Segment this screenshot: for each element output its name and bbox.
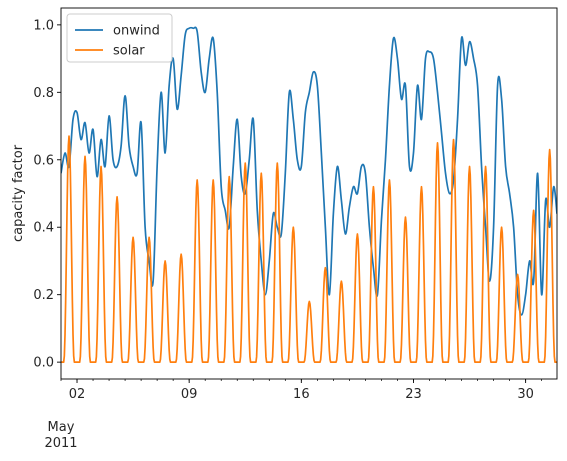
x-tick-label: 30 (517, 387, 534, 402)
y-tick-label: 0.2 (33, 288, 54, 303)
x-month-label: May (48, 420, 75, 435)
legend-label-onwind: onwind (113, 24, 160, 39)
x-tick-label: 02 (69, 387, 86, 402)
solar-series-line (61, 135, 557, 363)
y-tick-label: 0.0 (33, 356, 54, 371)
x-tick-label: 16 (293, 387, 310, 402)
onwind-series-line (61, 26, 557, 316)
legend: onwind solar (66, 13, 173, 63)
y-tick-label: 0.4 (33, 221, 54, 236)
legend-label-solar: solar (113, 44, 145, 59)
y-tick-label: 0.8 (33, 86, 54, 101)
x-tick-label: 09 (181, 387, 198, 402)
y-tick-label: 0.6 (33, 153, 54, 168)
plot-frame (60, 7, 558, 380)
y-axis-title: capacity factor (11, 144, 26, 242)
x-year-label: 2011 (44, 436, 77, 451)
x-tick-label: 23 (405, 387, 422, 402)
y-tick-label: 1.0 (33, 18, 54, 33)
